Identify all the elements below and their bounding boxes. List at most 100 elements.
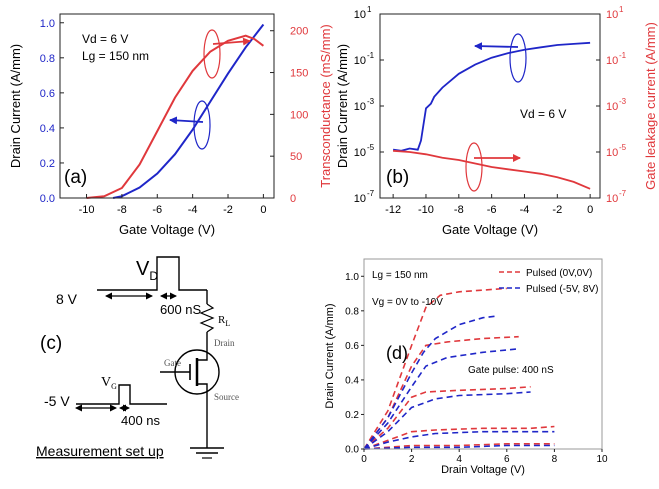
- panel-b-ytick-right-label-exp: 1: [619, 5, 624, 14]
- gate-pulse-width-label: 400 ns: [121, 413, 161, 428]
- panel-b-ytick-label-exp: -7: [367, 189, 375, 198]
- panel-d-xtick-label: 0: [361, 454, 367, 465]
- load-resistor-symbol: [199, 303, 215, 333]
- legend-label-pulsed-0v-0v: Pulsed (0V,0V): [526, 268, 592, 279]
- panel-b-ytick-label-exp: -5: [367, 143, 375, 152]
- panel-d-series-pulsed-0v-0v-vg-6v: [363, 425, 555, 450]
- transistor-leads: [197, 356, 208, 394]
- load-resistor-label: RL: [218, 314, 230, 328]
- panel-a-xtick-label: -10: [79, 204, 95, 216]
- panel-a-label: (a): [64, 167, 87, 188]
- panel-a-xtick-label: -8: [117, 204, 127, 216]
- panel-b-left-axis-arrow: [474, 42, 519, 51]
- panel-d-series-pulsed-0v-0v-vg-2v: [363, 335, 519, 450]
- panel-a-ytick-right-label: 200: [290, 26, 308, 38]
- panel-a-xlabel: Gate Voltage (V): [119, 222, 215, 237]
- panel-a-left-axis-arrow: [169, 116, 204, 125]
- panel-c-measurement-setup: VD 8 V 600 nS RL Drain Gate Source VG -5…: [36, 256, 239, 459]
- panel-a-ytick-label: 0.4: [40, 123, 55, 135]
- panel-b-ytick-right-label-exp: -5: [619, 143, 627, 152]
- panel-d-note-lg: Lg = 150 nm: [372, 270, 428, 281]
- panel-d-xtick-label: 10: [596, 454, 608, 465]
- panel-c-label: (c): [40, 333, 62, 354]
- panel-b-current-marker-ellipse: [509, 33, 527, 83]
- panel-a-ytick-label: 0.2: [40, 158, 55, 170]
- panel-a-drain-current-line: [112, 23, 265, 199]
- panel-d-series-pulsed-0v-0v-vg-0v: [363, 287, 507, 450]
- gate-pulse-vg-label: VG: [101, 375, 117, 391]
- panel-b-xtick-label: -2: [552, 204, 562, 216]
- panel-b-leakage-marker-ellipse: [465, 142, 483, 192]
- measurement-setup-caption: Measurement set up: [36, 443, 164, 459]
- panel-b-xlabel: Gate Voltage (V): [442, 222, 538, 237]
- panel-d-label: (d): [386, 343, 408, 363]
- panel-a-xtick-label: 0: [260, 204, 266, 216]
- panel-b-xtick-label: -8: [454, 204, 464, 216]
- panel-b-ytick-label-base: 10: [354, 55, 366, 67]
- panel-d-series-pulsed-5v-8v-vg-6v: [363, 430, 555, 450]
- panel-b-drain-current-line: [392, 41, 591, 152]
- panel-b-ytick-label-exp: -3: [367, 97, 375, 106]
- gate-terminal-label: Gate: [164, 358, 181, 368]
- panel-b-plot-frame: [379, 13, 601, 199]
- drain-bias-label: 8 V: [56, 291, 78, 307]
- panel-b-ytick-right-label-base: 10: [606, 55, 618, 67]
- panel-d-series-pulsed-5v-8v-vg-4v: [363, 391, 531, 450]
- panel-b-ytick-right-label-exp: -1: [619, 51, 627, 60]
- panel-a-current-marker-ellipse: [193, 100, 211, 150]
- panel-b-gate-leakage-line: [393, 149, 591, 190]
- panel-d-ytick-label: 0.2: [345, 410, 359, 421]
- panel-a-xtick-label: -6: [152, 204, 162, 216]
- panel-b-ytick-right-label-base: 10: [606, 147, 618, 159]
- panel-b-xtick-label: 0: [587, 204, 593, 216]
- panel-d-xlabel: Drain Voltage (V): [441, 464, 525, 476]
- panel-a-right-axis-arrow: [212, 37, 251, 46]
- panel-a-ytick-right-label: 100: [290, 109, 308, 121]
- panel-b-ytick-label-base: 10: [354, 147, 366, 159]
- drain-pulse-width-label: 600 nS: [160, 302, 202, 317]
- panel-b-note-vd: Vd = 6 V: [520, 107, 566, 121]
- panel-b-ytick-label-exp: 1: [367, 5, 372, 14]
- panel-a-ytick-right-label: 0: [290, 193, 296, 205]
- panel-b-xtick-label: -6: [487, 204, 497, 216]
- drain-terminal-label: Drain: [214, 338, 235, 348]
- panel-a-ytick-label: 0.6: [40, 88, 55, 100]
- panel-d-xtick-label: 6: [504, 454, 510, 465]
- panel-b-ytick-right-label-exp: -3: [619, 97, 627, 106]
- panel-a-transconductance-marker-ellipse: [203, 29, 221, 79]
- legend-label-pulsed-5v-8v: Pulsed (-5V, 8V): [526, 284, 598, 295]
- panel-d-xtick-label: 2: [409, 454, 415, 465]
- panel-a-ytick-label: 0.8: [40, 53, 55, 65]
- drain-pulse-waveform: [97, 256, 207, 291]
- panel-a-ytick-label: 0.0: [40, 193, 55, 205]
- panel-d-xtick-label: 8: [552, 454, 558, 465]
- panel-d-ytick-label: 0.6: [345, 341, 359, 352]
- panel-d-series-pulsed-5v-8v-vg-2v: [363, 348, 519, 450]
- drain-pulse-vd-label: VD: [136, 258, 158, 283]
- panel-d-ytick-label: 0.0: [345, 445, 359, 456]
- panel-b-xtick-label: -12: [385, 204, 401, 216]
- panel-b-xtick-label: -10: [418, 204, 434, 216]
- panel-d-series-pulsed-5v-8v-vg-0v: [363, 315, 498, 450]
- gate-bias-label: -5 V: [44, 393, 70, 409]
- panel-a-note-vd: Vd = 6 V: [82, 32, 128, 46]
- panel-d-ytick-label: 0.8: [345, 306, 359, 317]
- panel-a-ytick-right-label: 150: [290, 68, 308, 80]
- panel-d-ytick-label: 1.0: [345, 272, 359, 283]
- panel-d-note-gate-pulse: Gate pulse: 400 nS: [468, 365, 554, 376]
- panel-b-ylabel: Drain Current (A/mm): [335, 44, 350, 168]
- panel-b-label: (b): [386, 167, 409, 188]
- panel-d-note-vg: Vg = 0V to -10V: [372, 297, 443, 308]
- panel-b-ytick-right-label-base: 10: [606, 9, 618, 21]
- panel-d-xtick-label: 4: [456, 454, 462, 465]
- panel-a-note-lg: Lg = 150 nm: [82, 49, 149, 63]
- panel-a-transconductance-line: [86, 34, 265, 199]
- panel-d-series-pulsed-0v-0v-vg-4v: [363, 386, 531, 450]
- panel-b-ytick-label-base: 10: [354, 9, 366, 21]
- panel-d-ytick-label: 0.4: [345, 375, 359, 386]
- panel-b-chart: -12 -10 -8 -6 -4 -2 010 -7 10-710-5 10-510-3 10 -31…: [335, 5, 658, 237]
- panel-a-xtick-label: -2: [223, 204, 233, 216]
- panel-a-ylabel: Drain Current (A/mm): [8, 44, 23, 168]
- panel-b-ytick-label-exp: -1: [367, 51, 375, 60]
